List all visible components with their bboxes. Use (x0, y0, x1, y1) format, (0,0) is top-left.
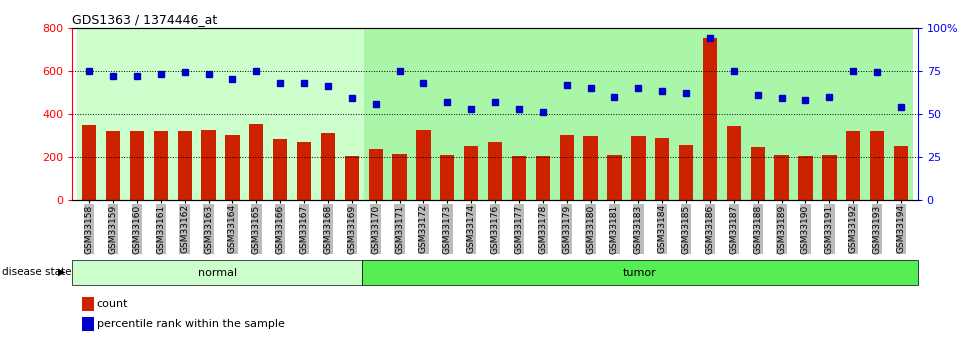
Bar (512, 156, 526, 200)
Bar (703, 38, 717, 200)
Bar (608, 155, 622, 200)
Bar (77, 28, 364, 200)
Text: GDS1363 / 1374446_at: GDS1363 / 1374446_at (72, 13, 217, 27)
Bar (726, 126, 741, 200)
Bar (846, 131, 861, 200)
Bar (154, 131, 168, 200)
Bar (72, 260, 362, 285)
Bar (894, 146, 908, 200)
Bar (345, 156, 359, 200)
Bar (464, 146, 478, 200)
Bar (655, 138, 669, 200)
Bar (822, 155, 837, 200)
Bar (178, 131, 192, 200)
Bar (416, 130, 431, 200)
Bar (583, 137, 598, 200)
Bar (362, 260, 918, 285)
Bar (273, 139, 287, 200)
Bar (364, 28, 913, 200)
Text: normal: normal (198, 268, 237, 277)
Bar (440, 155, 454, 200)
Bar (249, 124, 264, 200)
Text: tumor: tumor (623, 268, 657, 277)
Bar (297, 142, 311, 200)
Bar (631, 137, 645, 200)
Bar (106, 131, 120, 200)
Bar (488, 142, 502, 200)
Bar (368, 149, 383, 200)
Bar (775, 155, 789, 200)
Text: count: count (97, 299, 128, 308)
Text: ▶: ▶ (58, 267, 66, 276)
Bar (392, 154, 407, 200)
Text: disease state: disease state (2, 267, 71, 276)
Bar (201, 130, 215, 200)
Bar (870, 131, 884, 200)
Bar (559, 136, 574, 200)
Bar (321, 133, 335, 200)
Bar (751, 147, 765, 200)
Bar (679, 145, 694, 200)
Bar (82, 125, 97, 200)
Bar (129, 131, 144, 200)
Bar (536, 156, 550, 200)
Text: percentile rank within the sample: percentile rank within the sample (97, 319, 284, 329)
Bar (798, 156, 812, 200)
Bar (225, 136, 240, 200)
